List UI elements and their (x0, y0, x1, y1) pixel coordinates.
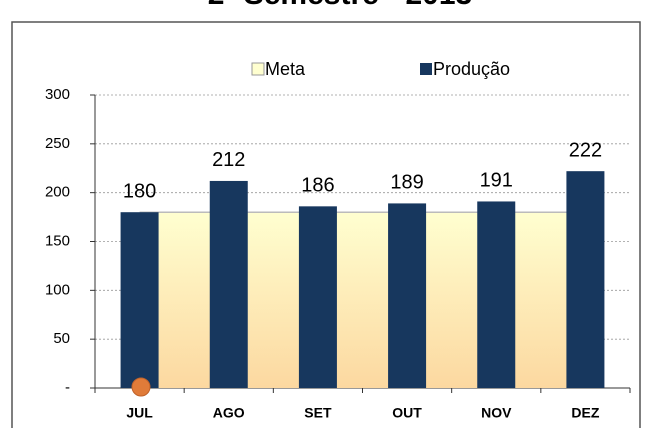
x-tick-label: DEZ (571, 405, 599, 421)
bar (388, 203, 427, 388)
x-tick-label: JUL (126, 405, 153, 421)
y-tick-label: 50 (53, 330, 70, 347)
x-tick-label: OUT (392, 405, 422, 421)
legend-swatch (420, 63, 432, 75)
bar (566, 171, 605, 388)
cursor-marker (131, 377, 151, 397)
legend-label: Produção (433, 59, 510, 79)
legend: Meta Produção (251, 59, 510, 79)
y-tick-label: 100 (45, 281, 70, 298)
y-tick-label: 150 (45, 232, 70, 249)
y-tick-label: 300 (45, 86, 70, 103)
data-label: 180 (123, 180, 156, 202)
data-label: 186 (301, 175, 334, 197)
chart-title: 2º Semestre - 2013 (208, 0, 472, 11)
x-tick-label: NOV (481, 405, 512, 421)
data-label: 222 (569, 139, 602, 161)
x-tick-label: SET (304, 405, 332, 421)
meta-area (139, 212, 586, 388)
bar (477, 201, 516, 388)
y-tick-label: 250 (45, 135, 70, 152)
data-label: 191 (480, 170, 513, 192)
data-label: 212 (212, 149, 245, 171)
legend-swatch (251, 62, 265, 76)
y-tick-label: - (65, 379, 70, 396)
legend-label: Meta (265, 59, 306, 79)
data-label: 189 (390, 172, 423, 194)
bar (120, 212, 159, 388)
x-tick-label: AGO (213, 405, 245, 421)
bar (209, 180, 248, 388)
y-tick-label: 200 (45, 184, 70, 201)
bar (298, 206, 337, 388)
